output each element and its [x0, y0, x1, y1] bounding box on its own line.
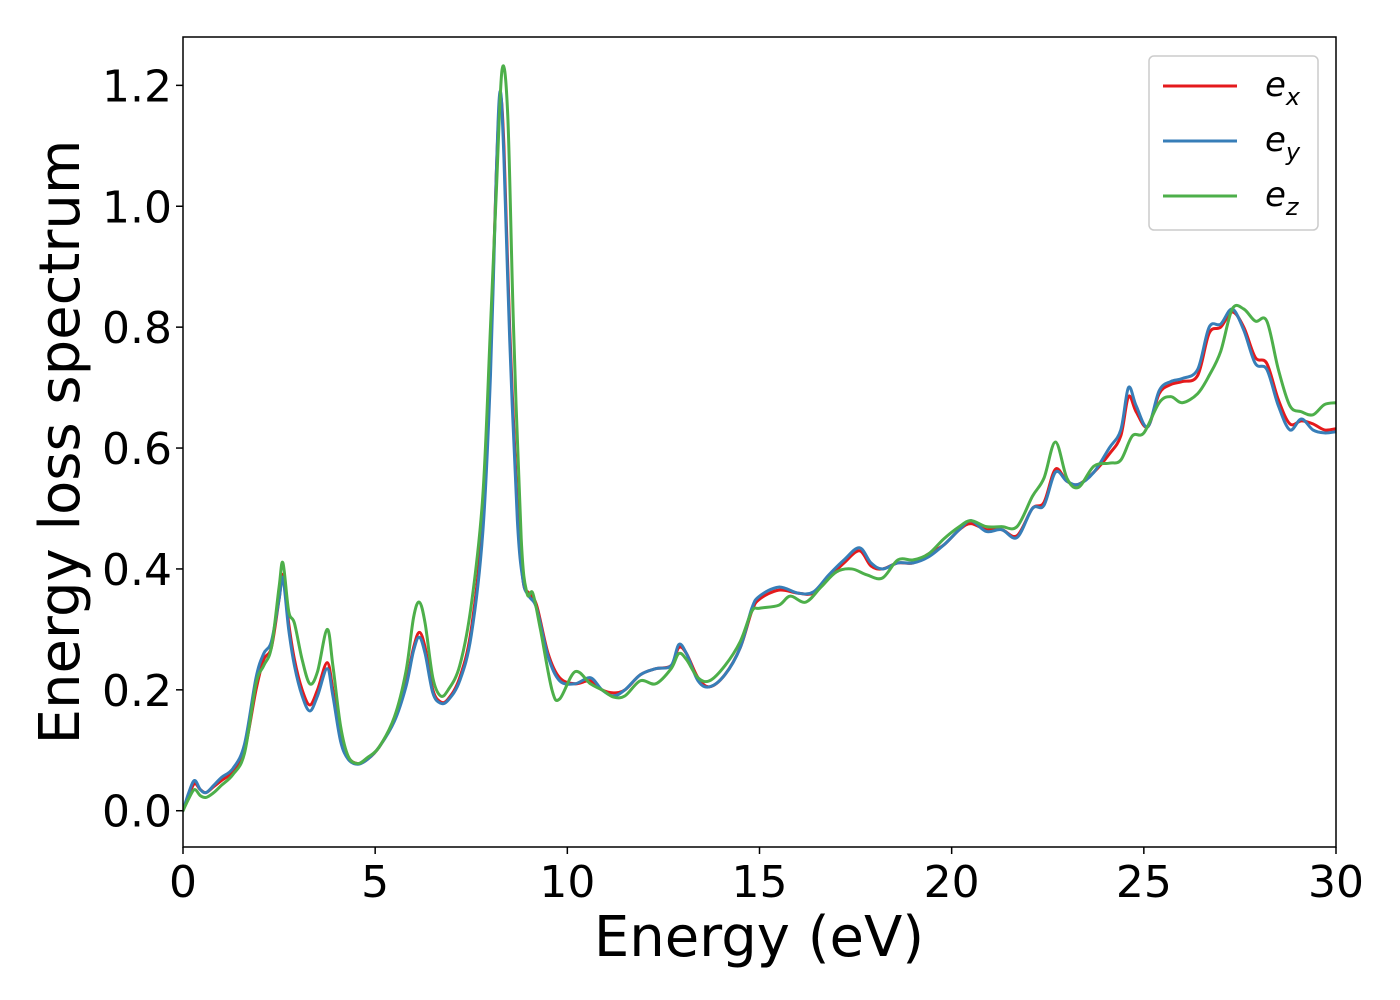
x-tick-label: 25	[1116, 857, 1172, 908]
y-tick-label: 0.0	[102, 787, 172, 838]
series-line-ez	[183, 64, 1336, 813]
series-layer	[183, 64, 1336, 813]
y-tick-label: 1.2	[102, 61, 172, 112]
x-tick-label: 5	[361, 857, 389, 908]
tick-layer: 0 5 10 15 20 25 30 0.0 0.2 0.4 0.6 0.8 1.0 1.2	[102, 61, 1364, 908]
legend-label: ex	[1265, 65, 1301, 111]
x-tick-label: 30	[1308, 857, 1364, 908]
x-tick-label: 0	[169, 857, 197, 908]
x-tick-label: 15	[732, 857, 788, 908]
y-tick-label: 0.2	[102, 666, 172, 717]
y-tick-label: 1.0	[102, 182, 172, 233]
x-axis-title: Energy (eV)	[594, 905, 924, 970]
legend-label: ez	[1265, 175, 1300, 221]
legend-box	[1148, 55, 1319, 231]
legend: ex ey ez	[1148, 55, 1319, 231]
y-axis-title: Energy loss spectrum	[28, 140, 93, 745]
y-tick-label: 0.6	[102, 424, 172, 475]
x-tick-label: 20	[924, 857, 980, 908]
series-line-ey	[183, 89, 1336, 813]
y-tick-label: 0.8	[102, 303, 172, 354]
legend-label: ey	[1265, 120, 1301, 166]
x-tick-label: 10	[539, 857, 595, 908]
y-tick-label: 0.4	[102, 545, 172, 596]
